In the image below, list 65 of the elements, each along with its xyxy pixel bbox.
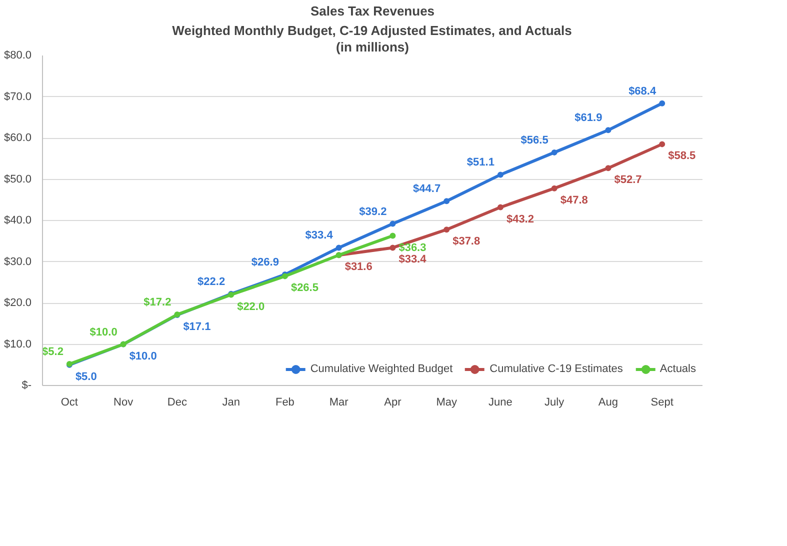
data-label: $61.9 [574, 112, 602, 124]
data-label: $56.5 [520, 134, 548, 146]
data-label: $68.4 [628, 85, 657, 98]
data-label: $26.5 [290, 282, 318, 294]
x-tick-label: Nov [114, 396, 134, 408]
point [497, 172, 504, 178]
x-tick-label: July [544, 396, 565, 408]
point [390, 244, 396, 251]
y-tick-label: $- [22, 380, 32, 392]
point [659, 141, 666, 148]
data-label: $22.0 [237, 300, 265, 313]
data-label: $58.5 [668, 150, 696, 162]
data-label: $47.8 [560, 194, 588, 206]
y-tick-label: $20.0 [4, 297, 32, 309]
point [390, 232, 396, 239]
point [390, 220, 396, 227]
y-tick-label: $70.0 [4, 90, 32, 103]
data-label: $22.2 [198, 276, 226, 288]
point [551, 149, 558, 156]
x-tick-label: Sept [650, 396, 674, 408]
y-tick-label: $50.0 [4, 173, 32, 186]
point [605, 127, 612, 134]
data-label: $5.0 [75, 370, 97, 383]
point [444, 198, 450, 204]
y-tick-label: $80.0 [4, 50, 32, 62]
point [659, 100, 666, 106]
y-tick-label: $60.0 [4, 132, 32, 144]
data-label: $10.0 [129, 350, 157, 362]
y-tick-label: $10.0 [4, 338, 32, 350]
x-tick-label: Apr [384, 396, 402, 408]
x-tick-label: May [436, 396, 458, 408]
x-tick-label: June [488, 396, 512, 408]
data-label: $44.7 [413, 183, 441, 196]
y-tick-label: $40.0 [4, 214, 32, 226]
data-label: $33.4 [398, 254, 428, 266]
x-tick-label: Oct [60, 396, 78, 408]
data-label: $39.2 [359, 206, 387, 218]
chart-subtitle: Weighted Monthly Budget, C-19 Adjusted Estimates, and Actuals (in millions) [172, 23, 572, 54]
x-tick-label: Aug [598, 396, 618, 408]
point [551, 185, 558, 192]
data-label: $52.7 [614, 174, 642, 186]
legend-label: Actuals [660, 363, 696, 375]
point [605, 165, 612, 172]
point [497, 204, 504, 210]
data-label: $33.4 [305, 230, 334, 242]
legend-label: Cumulative C-19 Estimates [490, 363, 623, 375]
data-label: $26.9 [251, 256, 279, 269]
x-tick-label: Dec [167, 396, 188, 408]
data-label: $5.2 [42, 346, 64, 358]
data-label: $17.1 [183, 320, 211, 333]
point [336, 244, 342, 251]
data-label: $31.6 [344, 261, 372, 274]
x-tick-label: Mar [329, 396, 349, 408]
legend-label: Cumulative Weighted Budget [310, 363, 453, 375]
data-label: $43.2 [506, 213, 534, 226]
x-tick-label: Jan [222, 396, 240, 408]
chart-title: Sales Tax Revenues [310, 4, 435, 18]
data-label: $36.3 [398, 242, 426, 254]
data-label: $51.1 [466, 156, 494, 169]
y-tick-label: $30.0 [4, 256, 32, 268]
data-label: $17.2 [144, 296, 172, 309]
x-tick-label: Feb [275, 396, 294, 408]
data-label: $10.0 [90, 326, 118, 338]
point [444, 226, 450, 233]
data-label: $37.8 [452, 236, 480, 248]
